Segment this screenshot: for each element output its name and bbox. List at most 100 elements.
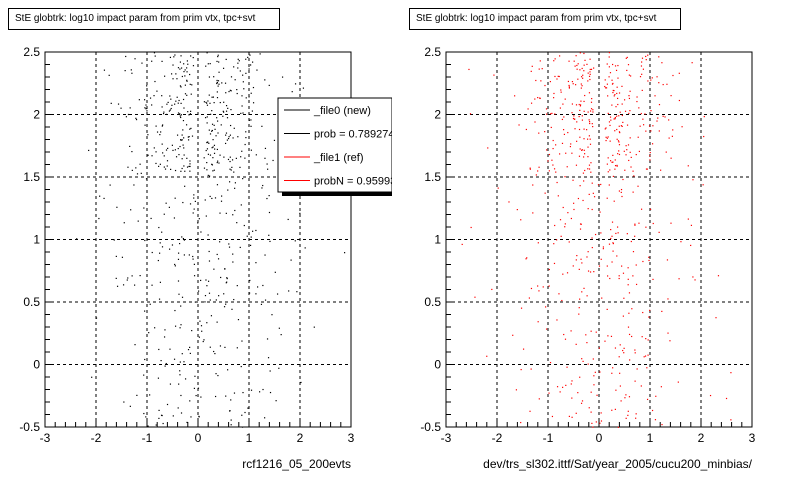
- right-point: [567, 212, 569, 214]
- right-point: [581, 291, 583, 293]
- right-point: [582, 156, 585, 158]
- left-point: [225, 58, 227, 61]
- right-point: [616, 165, 618, 167]
- left-point: [251, 61, 254, 63]
- left-point: [208, 76, 211, 78]
- left-point: [267, 357, 270, 359]
- left-point: [200, 279, 202, 282]
- right-point: [584, 169, 586, 172]
- left-point: [208, 94, 210, 96]
- left-point: [212, 139, 214, 141]
- right-point: [561, 118, 564, 121]
- right-point: [588, 164, 591, 166]
- left-point: [174, 149, 176, 151]
- right-y-tick-label: 2: [434, 108, 441, 122]
- right-point: [613, 118, 615, 120]
- left-point: [267, 168, 269, 170]
- right-point: [655, 395, 657, 397]
- left-point: [250, 236, 252, 238]
- right-point: [556, 319, 558, 321]
- right-point: [587, 208, 589, 210]
- right-point: [641, 73, 643, 75]
- left-point: [192, 258, 194, 260]
- left-point: [140, 172, 142, 174]
- left-point: [229, 134, 232, 136]
- right-point: [615, 232, 617, 235]
- right-point: [628, 95, 630, 97]
- left-point: [184, 93, 187, 95]
- left-point: [171, 244, 174, 246]
- right-point: [616, 138, 618, 140]
- right-point: [617, 64, 619, 67]
- right-point: [611, 235, 613, 237]
- left-point: [172, 64, 174, 66]
- right-point: [518, 124, 520, 126]
- left-point: [215, 135, 217, 137]
- right-point: [628, 74, 630, 76]
- right-point: [572, 117, 575, 120]
- legend-entry-label: probN = 0.959933: [314, 176, 402, 188]
- right-point: [626, 69, 628, 72]
- left-point: [165, 362, 167, 365]
- right-point: [579, 109, 581, 112]
- left-point: [166, 103, 168, 105]
- right-point: [608, 184, 610, 186]
- left-point: [144, 107, 146, 109]
- left-y-tick-label: 2.5: [23, 45, 40, 59]
- right-point: [557, 195, 559, 197]
- left-point: [252, 102, 255, 104]
- right-point: [635, 413, 637, 415]
- left-point: [198, 415, 200, 418]
- right-point: [616, 115, 618, 117]
- right-point: [612, 161, 614, 163]
- right-point: [636, 96, 638, 98]
- left-point: [155, 151, 157, 153]
- right-point: [641, 57, 644, 59]
- right-point: [623, 352, 625, 354]
- right-point: [576, 68, 578, 70]
- left-point: [178, 293, 180, 295]
- left-point: [135, 117, 137, 119]
- left-point: [183, 239, 186, 241]
- right-point: [636, 368, 638, 370]
- left-point: [173, 217, 176, 219]
- left-point: [241, 150, 243, 152]
- left-point: [226, 277, 228, 279]
- left-point: [99, 195, 101, 197]
- right-point: [579, 105, 582, 107]
- left-point: [248, 96, 250, 98]
- right-point: [606, 137, 608, 139]
- right-point: [593, 384, 595, 386]
- left-point: [213, 268, 215, 270]
- left-point: [184, 75, 186, 77]
- left-point: [278, 327, 280, 329]
- right-point: [586, 342, 588, 344]
- left-point: [240, 365, 242, 368]
- left-point: [158, 348, 160, 351]
- left-point: [161, 95, 163, 97]
- left-point: [248, 119, 251, 121]
- left-point: [181, 353, 183, 355]
- left-x-tick-label: 0: [195, 431, 202, 445]
- left-point: [239, 70, 241, 72]
- left-point: [216, 184, 219, 186]
- right-point: [658, 82, 660, 84]
- right-point: [648, 316, 650, 318]
- left-point: [212, 157, 214, 159]
- left-point: [213, 76, 215, 78]
- right-point: [678, 99, 681, 102]
- right-point: [594, 233, 597, 236]
- right-point: [629, 151, 631, 153]
- left-point: [203, 339, 205, 341]
- left-point: [155, 125, 157, 127]
- right-point: [586, 256, 588, 258]
- right-point: [615, 389, 617, 391]
- right-point: [648, 256, 650, 258]
- right-point: [639, 76, 642, 78]
- left-point: [123, 222, 125, 224]
- left-point: [207, 280, 210, 282]
- left-point: [248, 68, 250, 70]
- left-point: [110, 102, 112, 104]
- right-point: [617, 153, 619, 155]
- left-point: [255, 229, 257, 232]
